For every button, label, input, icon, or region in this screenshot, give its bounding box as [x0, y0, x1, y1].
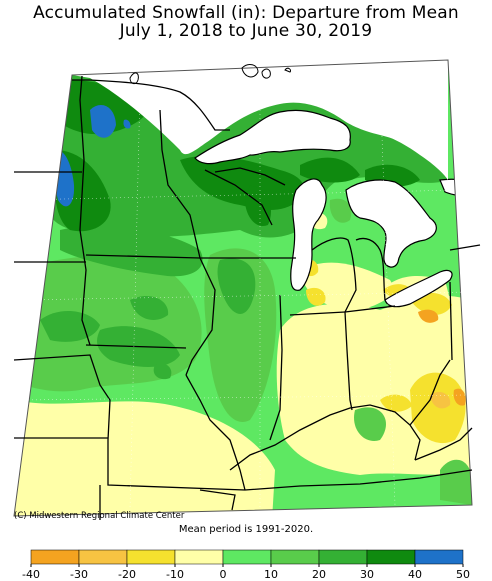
legend-swatch — [174, 549, 224, 565]
legend-swatch — [318, 549, 368, 565]
legend-tick-label: 50 — [456, 568, 470, 581]
legend-swatch — [414, 549, 464, 565]
lake-erie — [384, 269, 453, 308]
legend-tick-label: 10 — [264, 568, 278, 581]
map-frame — [13, 59, 473, 517]
canada-region — [72, 60, 448, 180]
legend-tick-label: 30 — [360, 568, 374, 581]
county-grid — [19, 79, 471, 511]
lake-superior — [194, 109, 351, 165]
legend-swatch — [78, 549, 128, 565]
legend-swatch — [270, 549, 320, 565]
canadian-lakes — [129, 64, 291, 85]
legend-tick-label: -10 — [166, 568, 184, 581]
legend-swatch — [222, 549, 272, 565]
mean-period-note: Mean period is 1991-2020. — [178, 524, 314, 535]
legend-tick-label: -20 — [118, 568, 136, 581]
below-normal-southwest — [14, 400, 275, 516]
snowfall-departure-map — [13, 59, 481, 520]
legend-tick-label: 40 — [408, 568, 422, 581]
legend-tick-label: 20 — [312, 568, 326, 581]
lake-michigan — [290, 178, 327, 291]
lake-huron — [345, 179, 437, 268]
legend-tick-label: -30 — [70, 568, 88, 581]
legend-tick-label: 0 — [220, 568, 227, 581]
max-surplus-northwest — [90, 105, 116, 138]
legend-swatch — [126, 549, 176, 565]
map-title: Accumulated Snowfall (in): Departure fro… — [33, 3, 459, 23]
map-date-range: July 1, 2018 to June 30, 2019 — [119, 21, 373, 41]
legend-tick-label: -40 — [22, 568, 40, 581]
credit-text: (C) Midwestern Regional Climate Center — [14, 511, 185, 521]
legend-swatch — [30, 549, 80, 565]
state-boundaries — [13, 75, 481, 520]
color-legend: -40 -30 -20 -10 0 10 20 30 40 50 — [22, 549, 470, 581]
legend-swatch — [366, 549, 416, 565]
